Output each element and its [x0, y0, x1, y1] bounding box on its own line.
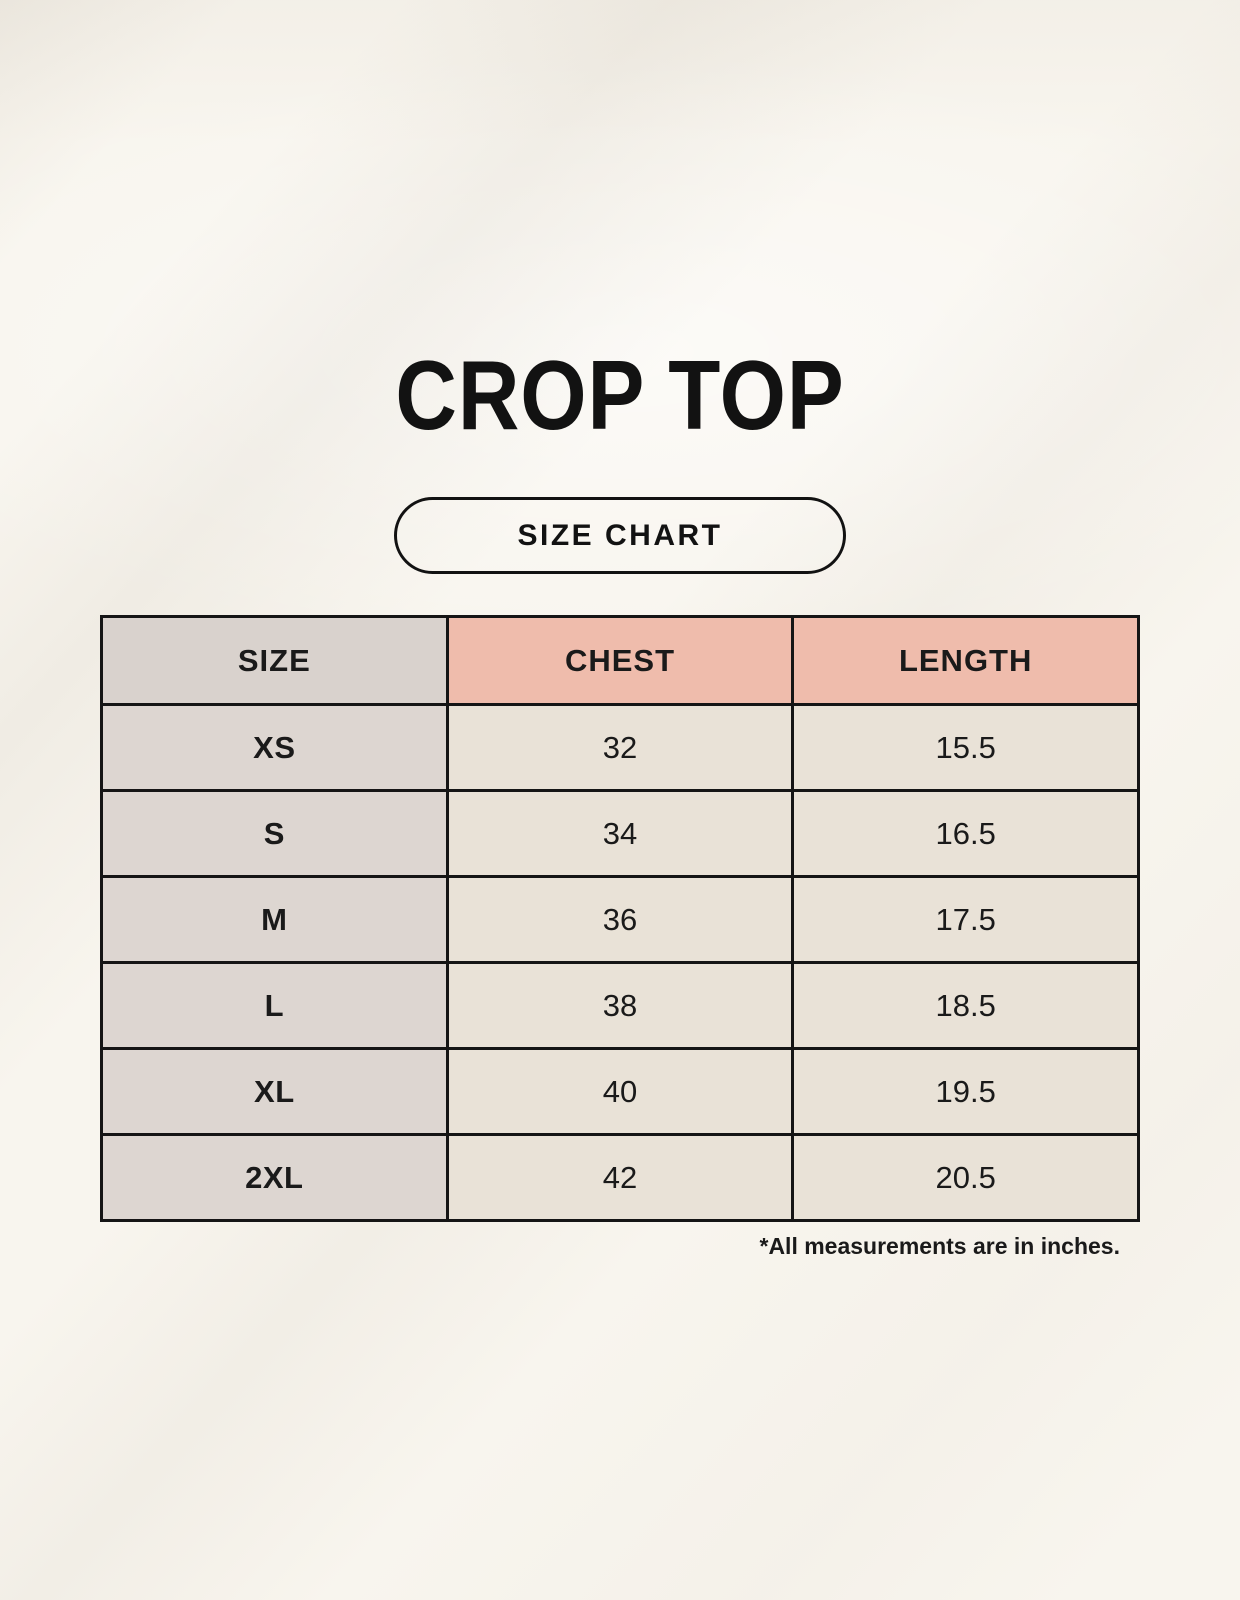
length-cell: 18.5 — [791, 961, 1140, 1050]
length-cell: 16.5 — [791, 789, 1140, 878]
column-header-size: SIZE — [100, 615, 449, 706]
size-cell: S — [100, 789, 449, 878]
size-cell: XL — [100, 1047, 449, 1136]
product-title: CROP TOP — [395, 340, 845, 450]
size-table: SIZE CHEST LENGTH XS 32 15.5 S 34 16.5 M… — [100, 615, 1140, 1222]
table-row: XL 40 19.5 — [100, 1047, 1140, 1136]
size-cell: M — [100, 875, 449, 964]
chest-cell: 42 — [445, 1133, 795, 1222]
chest-cell: 32 — [445, 703, 795, 792]
column-header-chest: CHEST — [445, 615, 795, 706]
table-row: 2XL 42 20.5 — [100, 1133, 1140, 1222]
length-cell: 19.5 — [791, 1047, 1140, 1136]
size-cell: L — [100, 961, 449, 1050]
size-chart-badge-label: SIZE CHART — [517, 518, 723, 552]
column-header-length: LENGTH — [791, 615, 1140, 706]
size-cell: 2XL — [100, 1133, 449, 1222]
chest-cell: 38 — [445, 961, 795, 1050]
length-cell: 17.5 — [791, 875, 1140, 964]
measurements-footnote: *All measurements are in inches. — [759, 1233, 1121, 1259]
table-header-row: SIZE CHEST LENGTH — [100, 615, 1140, 706]
chest-cell: 36 — [445, 875, 795, 964]
length-cell: 20.5 — [791, 1133, 1140, 1222]
chest-cell: 40 — [445, 1047, 795, 1136]
table-row: M 36 17.5 — [100, 875, 1140, 964]
size-chart-badge: SIZE CHART — [394, 497, 846, 574]
chest-cell: 34 — [445, 789, 795, 878]
table-row: XS 32 15.5 — [100, 703, 1140, 792]
length-cell: 15.5 — [791, 703, 1140, 792]
table-row: L 38 18.5 — [100, 961, 1140, 1050]
table-row: S 34 16.5 — [100, 789, 1140, 878]
size-cell: XS — [100, 703, 449, 792]
